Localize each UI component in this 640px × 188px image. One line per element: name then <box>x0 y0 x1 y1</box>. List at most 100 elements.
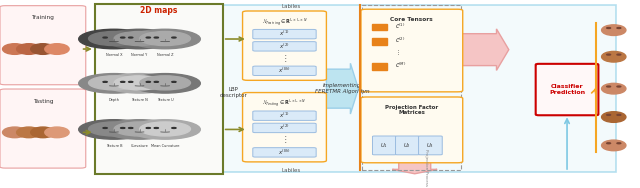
Circle shape <box>114 32 165 45</box>
Text: Labiles: Labiles <box>282 168 301 173</box>
Ellipse shape <box>3 127 27 138</box>
Circle shape <box>79 120 149 139</box>
Text: Labiles: Labiles <box>282 4 301 9</box>
Text: Mean Curvature: Mean Curvature <box>151 144 179 148</box>
Ellipse shape <box>607 86 611 87</box>
FancyBboxPatch shape <box>253 66 316 76</box>
Ellipse shape <box>154 37 159 38</box>
Text: $U_2$: $U_2$ <box>403 141 412 150</box>
Ellipse shape <box>607 143 611 144</box>
FancyBboxPatch shape <box>253 123 316 133</box>
Bar <box>372 63 387 70</box>
Bar <box>362 5 461 170</box>
Circle shape <box>104 120 175 139</box>
Ellipse shape <box>602 140 626 151</box>
Text: Texture B: Texture B <box>106 144 122 148</box>
FancyBboxPatch shape <box>253 111 316 120</box>
Ellipse shape <box>617 143 621 144</box>
Ellipse shape <box>129 37 133 38</box>
Text: $\vdots$: $\vdots$ <box>282 134 287 145</box>
Text: LBP
descriptor: LBP descriptor <box>220 87 248 98</box>
Text: $x^{(2)}$: $x^{(2)}$ <box>279 41 290 51</box>
Ellipse shape <box>602 112 626 122</box>
Circle shape <box>130 74 200 93</box>
Text: Core Tensors: Core Tensors <box>390 17 433 22</box>
Text: $x^{(N_t)}$: $x^{(N_t)}$ <box>278 147 291 157</box>
Text: Normal Y: Normal Y <box>131 53 148 57</box>
Text: Training: Training <box>31 15 54 20</box>
Text: $U_1$: $U_1$ <box>380 141 388 150</box>
Ellipse shape <box>120 37 125 38</box>
FancyBboxPatch shape <box>419 136 442 155</box>
Ellipse shape <box>31 127 55 138</box>
Text: $x^{(2)}$: $x^{(2)}$ <box>279 123 290 132</box>
Ellipse shape <box>17 127 41 138</box>
Text: $\mathcal{X}_{Training} \in \mathbf{R}^{I_1 \times I_2 \times N}$: $\mathcal{X}_{Training} \in \mathbf{R}^{… <box>262 16 307 28</box>
Ellipse shape <box>129 81 133 82</box>
Text: $x^{(N_t)}$: $x^{(N_t)}$ <box>278 66 291 75</box>
Circle shape <box>114 76 165 90</box>
Ellipse shape <box>3 44 27 54</box>
Ellipse shape <box>146 81 150 82</box>
Ellipse shape <box>120 127 125 128</box>
Circle shape <box>140 32 191 45</box>
Text: Implementing
FERETMR Algorithm: Implementing FERETMR Algorithm <box>315 83 370 94</box>
Ellipse shape <box>45 44 69 54</box>
Ellipse shape <box>45 127 69 138</box>
Ellipse shape <box>602 25 626 36</box>
Ellipse shape <box>617 114 621 115</box>
Bar <box>95 4 223 174</box>
Circle shape <box>130 29 200 49</box>
Text: Projection Process: Projection Process <box>424 149 428 186</box>
FancyArrow shape <box>460 29 509 70</box>
FancyArrow shape <box>392 162 437 174</box>
Bar <box>221 5 616 172</box>
FancyBboxPatch shape <box>361 9 463 92</box>
Circle shape <box>79 74 149 93</box>
FancyBboxPatch shape <box>0 6 86 85</box>
Ellipse shape <box>602 83 626 94</box>
Ellipse shape <box>617 54 621 55</box>
Circle shape <box>88 122 140 136</box>
Text: $U_3$: $U_3$ <box>426 141 435 150</box>
Text: Depth: Depth <box>109 98 119 102</box>
Text: $\vdots$: $\vdots$ <box>282 53 287 64</box>
Text: Normal X: Normal X <box>106 53 122 57</box>
Text: $x^{(1)}$: $x^{(1)}$ <box>279 29 290 38</box>
Text: Texture N: Texture N <box>131 98 148 102</box>
Text: $\vdots$: $\vdots$ <box>395 49 400 58</box>
FancyBboxPatch shape <box>243 11 326 80</box>
Circle shape <box>114 122 165 136</box>
Ellipse shape <box>31 44 55 54</box>
Ellipse shape <box>129 127 133 128</box>
Text: Projection Factor
Matrices: Projection Factor Matrices <box>385 105 438 115</box>
Ellipse shape <box>607 54 611 55</box>
FancyBboxPatch shape <box>253 30 316 39</box>
Ellipse shape <box>103 37 108 38</box>
FancyBboxPatch shape <box>372 136 396 155</box>
Bar <box>372 24 387 30</box>
FancyBboxPatch shape <box>253 148 316 157</box>
Ellipse shape <box>154 81 159 82</box>
Ellipse shape <box>103 127 108 128</box>
Text: $x^{(1)}$: $x^{(1)}$ <box>279 111 290 120</box>
Circle shape <box>79 29 149 49</box>
Text: Texture U: Texture U <box>157 98 173 102</box>
Text: Normal Z: Normal Z <box>157 53 173 57</box>
Text: 2D maps: 2D maps <box>140 6 177 15</box>
Circle shape <box>88 32 140 45</box>
Text: $\mathcal{C}^{(1)}$: $\mathcal{C}^{(1)}$ <box>395 22 405 31</box>
Ellipse shape <box>17 44 41 54</box>
Ellipse shape <box>172 127 176 128</box>
Circle shape <box>104 29 175 49</box>
Text: Classifier
Prediction: Classifier Prediction <box>549 84 585 95</box>
FancyBboxPatch shape <box>253 42 316 51</box>
Ellipse shape <box>120 81 125 82</box>
Ellipse shape <box>146 127 150 128</box>
Ellipse shape <box>172 81 176 82</box>
Ellipse shape <box>172 37 176 38</box>
FancyBboxPatch shape <box>361 97 463 163</box>
FancyBboxPatch shape <box>396 136 419 155</box>
Text: Curvature: Curvature <box>131 144 148 148</box>
Bar <box>372 38 387 45</box>
